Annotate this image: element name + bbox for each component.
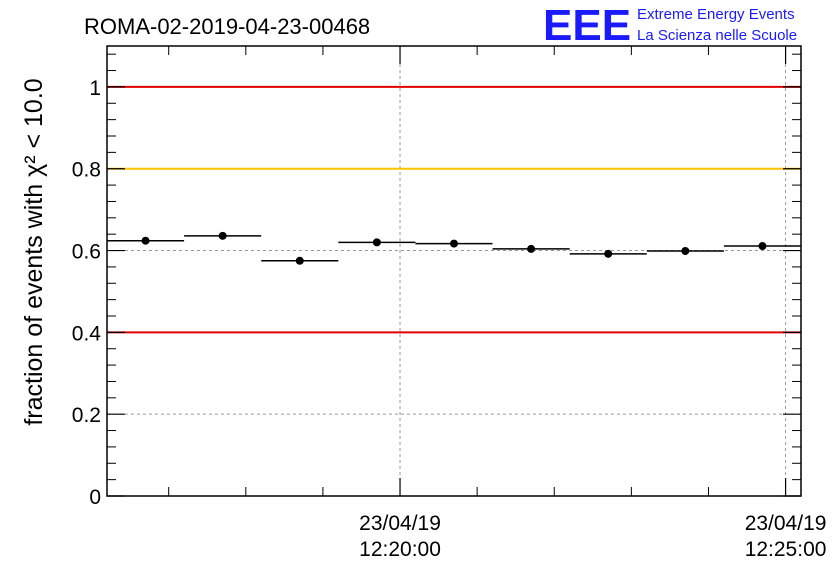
data-point <box>604 249 613 258</box>
data-point <box>295 256 304 265</box>
grid-lines <box>107 46 801 496</box>
y-tick-label: 0.4 <box>72 322 102 345</box>
reference-lines <box>107 85 801 334</box>
data-point <box>450 239 458 248</box>
y-tick-label: 0.8 <box>72 159 101 182</box>
data-point <box>527 244 536 253</box>
y-tick-label: 1 <box>89 77 101 100</box>
y-axis-label: fraction of events with χ² < 10.0 <box>20 78 48 425</box>
eee-logo: EEE Extreme Energy Events La Scienza nel… <box>543 1 797 50</box>
x-tick-label-time: 12:20:00 <box>359 538 441 561</box>
y-tick-label: 0.2 <box>72 404 101 427</box>
eee-logo-line1: Extreme Energy Events <box>637 6 795 23</box>
data-point <box>218 231 227 240</box>
data-series <box>107 231 801 265</box>
y-tick-label: 0.6 <box>72 241 101 264</box>
eee-logo-mark: EEE <box>543 1 631 50</box>
data-point <box>681 246 690 255</box>
data-point <box>141 236 150 245</box>
data-point <box>372 238 381 247</box>
data-point <box>758 242 767 251</box>
x-tick-label-time: 12:25:00 <box>745 538 827 561</box>
eee-logo-line2: La Scienza nelle Scuole <box>637 27 797 44</box>
x-tick-label-date: 23/04/19 <box>745 512 827 535</box>
y-tick-label: 0 <box>89 486 101 509</box>
chart-title: ROMA-02-2019-04-23-00468 <box>84 14 370 39</box>
x-tick-label-date: 23/04/19 <box>359 512 441 535</box>
tick-labels: 0 0.2 0.4 0.6 0.8 1 23/04/19 12:20:00 23/04/19 12… <box>72 77 827 561</box>
plot-frame <box>106 45 802 497</box>
axis-ticks <box>107 46 801 497</box>
